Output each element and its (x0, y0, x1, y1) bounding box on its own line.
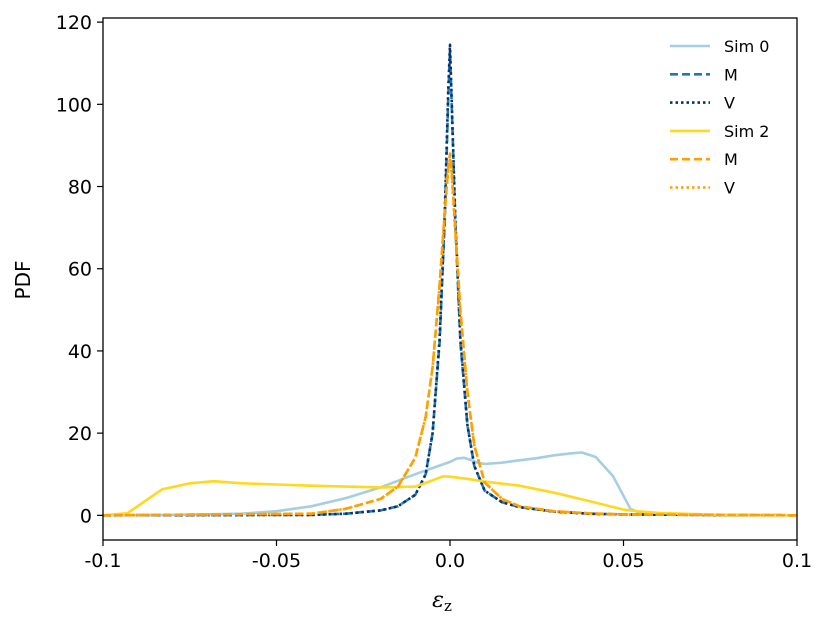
series-line-1 (103, 49, 797, 517)
y-tick-label: 20 (68, 423, 92, 445)
series-line-2 (103, 43, 797, 517)
plot-area (103, 43, 797, 517)
y-axis: 0 20 40 60 80 100 120 (56, 12, 103, 527)
y-tick-label: 120 (56, 12, 92, 34)
legend-label-3: Sim 2 (724, 122, 769, 141)
y-axis-label: PDF (11, 261, 35, 300)
x-tick-label: 0.1 (782, 550, 812, 572)
series-line-0 (103, 451, 797, 517)
x-tick-label: -0.05 (252, 550, 301, 572)
legend-label-0: Sim 0 (724, 37, 769, 56)
series-line-3 (103, 474, 797, 517)
legend-label-4: M (724, 150, 738, 169)
x-axis: -0.1 -0.05 0.0 0.05 0.1 (84, 540, 812, 572)
x-tick-label: 0.05 (602, 550, 644, 572)
y-tick-label: 40 (68, 341, 92, 363)
y-tick-label: 60 (68, 259, 92, 281)
legend-label-5: V (724, 179, 735, 198)
x-tick-label: -0.1 (84, 550, 121, 572)
legend-label-2: V (724, 94, 735, 113)
x-axis-label: εz (432, 588, 452, 615)
x-tick-label: 0.0 (435, 550, 465, 572)
legend-label-1: M (724, 65, 738, 84)
plot-frame (102, 17, 798, 541)
series-line-5 (103, 156, 797, 517)
y-tick-label: 100 (56, 94, 92, 116)
y-tick-label: 0 (80, 505, 92, 527)
y-tick-label: 80 (68, 177, 92, 199)
